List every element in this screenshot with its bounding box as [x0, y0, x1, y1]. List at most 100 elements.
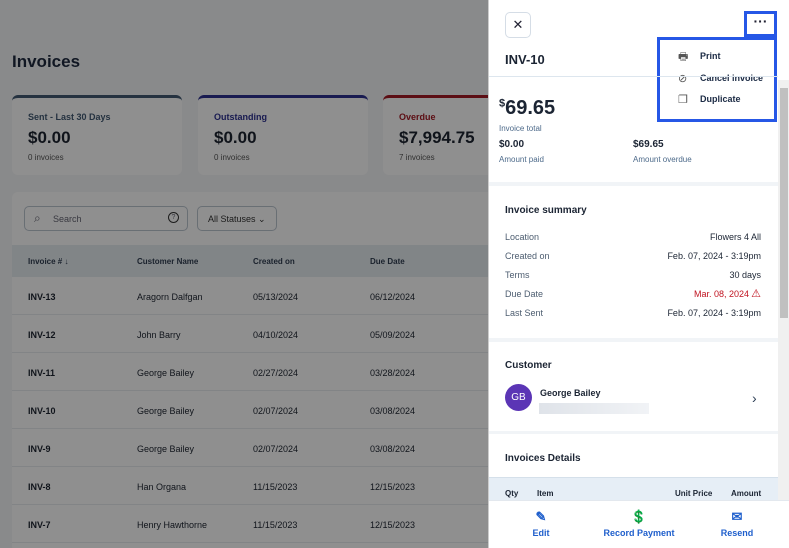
menu-label: Cancel invoice: [700, 72, 764, 83]
invoice-number: INV-13: [28, 292, 56, 302]
invoice-number: INV-9: [28, 444, 51, 454]
close-icon: ✕: [512, 17, 524, 32]
created-on: 02/27/2024: [253, 368, 299, 378]
customer-name: Aragorn Dalfgan: [137, 292, 203, 302]
invoice-id: INV-10: [505, 52, 545, 67]
header-created[interactable]: Created on: [253, 257, 295, 266]
table-row[interactable]: INV-13 Aragorn Dalfgan 05/13/2024 06/12/202…: [12, 277, 488, 315]
table-row[interactable]: INV-7 Henry Hawthorne 11/15/2023 12/15/2023: [12, 505, 488, 543]
card-sent[interactable]: Sent - Last 30 Days $0.00 0 invoices: [12, 95, 182, 175]
customer-name: Henry Hawthorne: [137, 520, 208, 530]
customer-name: George Bailey: [137, 406, 195, 416]
scrollbar-thumb[interactable]: [780, 88, 788, 318]
menu-item-print[interactable]: 🖶 Print: [660, 48, 774, 70]
more-icon: ···: [753, 13, 768, 29]
invoice-number: INV-7: [28, 520, 51, 530]
search-placeholder: Search: [53, 214, 82, 224]
summary-title: Invoice summary: [505, 205, 587, 216]
action-bar: ✎ Edit 💲 Record Payment ✉ Resend: [489, 500, 789, 548]
summary-value: Feb. 07, 2024 - 3:19pm: [667, 251, 761, 261]
summary-label: Location: [505, 232, 540, 242]
col-amount: Amount: [731, 489, 762, 498]
card-count: 0 invoices: [28, 153, 64, 162]
status-filter[interactable]: All Statuses ⌄: [197, 206, 277, 231]
card-label: Sent - Last 30 Days: [28, 112, 111, 122]
warning-icon: ⚠: [751, 288, 761, 300]
button-label: Edit: [532, 528, 550, 538]
table-row[interactable]: INV-10 George Bailey 02/07/2024 03/08/2024: [12, 391, 488, 429]
card-label: Overdue: [399, 112, 436, 122]
col-item: Item: [537, 489, 554, 498]
search-input[interactable]: ⌕ Search?: [24, 206, 188, 231]
card-overdue[interactable]: Overdue $7,994.75 7 invoices: [383, 95, 488, 175]
invoice-number: INV-11: [28, 368, 56, 378]
table-row[interactable]: INV-12 John Barry 04/10/2024 05/09/2024: [12, 315, 488, 353]
details-title: Invoices Details: [505, 453, 581, 464]
invoices-page: Invoices Sent - Last 30 Days $0.00 0 invoi…: [0, 0, 488, 548]
header-due[interactable]: Due Date: [370, 257, 405, 266]
scrollbar[interactable]: [778, 80, 789, 500]
button-label: Record Payment: [603, 528, 675, 538]
table-header: Invoice # ↓ Customer Name Created on Due…: [12, 245, 488, 277]
summary-value: Feb. 07, 2024 - 3:19pm: [667, 308, 761, 318]
created-on: 02/07/2024: [253, 406, 299, 416]
record-payment-button[interactable]: 💲 Record Payment: [594, 509, 684, 538]
total-label: Invoice total: [499, 124, 542, 133]
customer-name: John Barry: [137, 330, 181, 340]
header-customer[interactable]: Customer Name: [137, 257, 199, 266]
menu-label: Duplicate: [700, 94, 741, 104]
customer-name: George Bailey: [540, 388, 601, 398]
printer-icon: 🖶: [678, 51, 689, 63]
summary-value: Mar. 08, 2024: [693, 289, 749, 299]
menu-label: Print: [700, 51, 721, 61]
details-header: Qty Item Unit Price Amount: [489, 477, 778, 500]
status-value: All Statuses: [208, 214, 256, 224]
invoice-number: INV-10: [28, 406, 56, 416]
table-row[interactable]: INV-11 George Bailey 02/27/2024 03/28/2024: [12, 353, 488, 391]
table-row[interactable]: INV-8 Han Organa 11/15/2023 12/15/2023: [12, 467, 488, 505]
due-date: 12/15/2023: [370, 482, 416, 492]
customer-title: Customer: [505, 360, 552, 371]
customer-name: George Bailey: [137, 444, 195, 454]
divider: [489, 76, 778, 77]
resend-button[interactable]: ✉ Resend: [714, 509, 760, 538]
ban-icon: ⊘: [678, 72, 688, 85]
summary-value: 30 days: [729, 270, 761, 280]
menu-item-cancel-invoice[interactable]: ⊘ Cancel invoice: [660, 70, 774, 92]
summary-label: Due Date: [505, 289, 544, 299]
header-invoice[interactable]: Invoice # ↓: [28, 257, 69, 266]
due-date: 03/08/2024: [370, 406, 416, 416]
card-outstanding[interactable]: Outstanding $0.00 0 invoices: [198, 95, 368, 175]
close-button[interactable]: ✕: [505, 12, 531, 38]
options-menu: 🖶 Print ⊘ Cancel invoice ❐ Duplicate: [657, 37, 777, 122]
avatar: GB: [505, 384, 532, 411]
card-amount: $7,994.75: [399, 128, 475, 147]
search-icon: ⌕: [34, 211, 41, 225]
invoice-number: INV-12: [28, 330, 56, 340]
summary-value: Flowers 4 All: [709, 232, 761, 242]
col-unit-price: Unit Price: [675, 489, 713, 498]
help-icon[interactable]: ?: [168, 212, 179, 223]
table-row[interactable]: INV-9 George Bailey 02/07/2024 03/08/2024: [12, 429, 488, 467]
card-count: 7 invoices: [399, 153, 435, 162]
created-on: 02/07/2024: [253, 444, 299, 454]
pencil-icon: ✎: [535, 509, 547, 524]
card-amount: $0.00: [28, 128, 71, 147]
due-date: 05/09/2024: [370, 330, 416, 340]
invoice-number: INV-8: [28, 482, 51, 492]
amount-overdue: $69.65: [633, 139, 664, 150]
due-date: 03/28/2024: [370, 368, 416, 378]
created-on: 11/15/2023: [253, 482, 298, 492]
more-options-button[interactable]: ···: [744, 11, 777, 37]
created-on: 05/13/2024: [253, 292, 299, 302]
customer-name: Han Organa: [137, 482, 187, 492]
overdue-label: Amount overdue: [633, 155, 692, 164]
edit-button[interactable]: ✎ Edit: [523, 509, 559, 538]
redacted-text: [539, 403, 649, 414]
menu-item-duplicate[interactable]: ❐ Duplicate: [660, 91, 774, 113]
invoice-total: $69.65: [499, 97, 555, 120]
dollar-icon: 💲: [630, 509, 648, 524]
invoices-table: ⌕ Search? All Statuses ⌄ Invoice # ↓ Cust…: [12, 192, 488, 548]
col-qty: Qty: [505, 489, 519, 498]
card-count: 0 invoices: [214, 153, 250, 162]
